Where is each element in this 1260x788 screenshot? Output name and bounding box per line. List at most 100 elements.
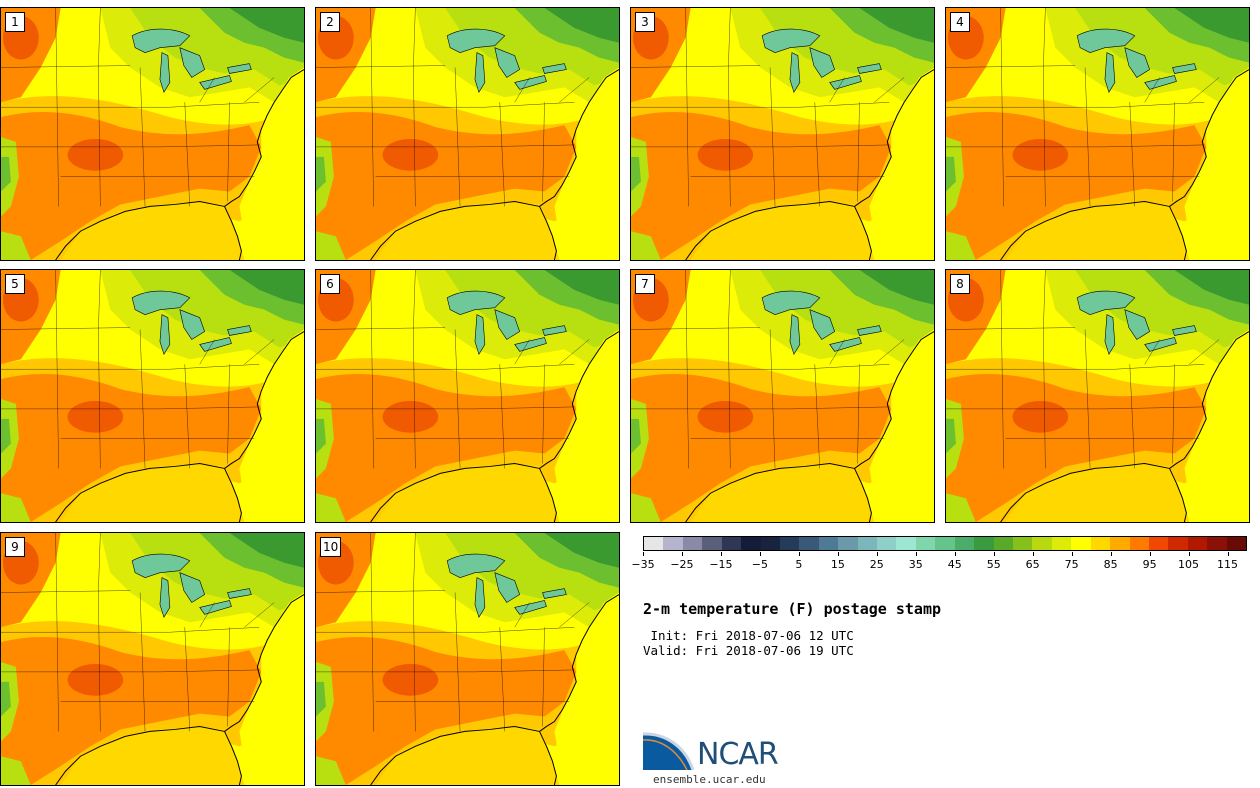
colorbar-segment bbox=[760, 537, 780, 550]
colorbar-tick-label: −15 bbox=[709, 558, 733, 571]
colorbar-tick-label: 105 bbox=[1178, 558, 1200, 571]
colorbar-tick bbox=[876, 552, 878, 556]
temperature-map bbox=[631, 270, 934, 522]
member-map-panel: 5 bbox=[0, 269, 305, 523]
colorbar-segment bbox=[682, 537, 703, 550]
colorbar-segment bbox=[1071, 537, 1091, 550]
colorbar-segment bbox=[857, 537, 878, 550]
member-label: 10 bbox=[320, 537, 342, 557]
member-label: 8 bbox=[950, 274, 970, 294]
colorbar-tick-label: −5 bbox=[751, 558, 768, 571]
colorbar-segment bbox=[1051, 537, 1072, 550]
temperature-map bbox=[946, 8, 1249, 260]
colorbar-tick-label: −25 bbox=[670, 558, 694, 571]
colorbar-segment bbox=[741, 537, 761, 550]
member-map-panel: 1 bbox=[0, 7, 305, 261]
temperature-map bbox=[316, 533, 619, 785]
colorbar-segment bbox=[721, 537, 742, 550]
colorbar-segment bbox=[779, 537, 800, 550]
colorbar-tick bbox=[681, 552, 683, 556]
colorbar-segment bbox=[1032, 537, 1052, 550]
colorbar-tick-label: 5 bbox=[795, 558, 803, 571]
colorbar-tick-label: 115 bbox=[1217, 558, 1239, 571]
colorbar-tick-label: 35 bbox=[908, 558, 923, 571]
temperature-map bbox=[631, 8, 934, 260]
colorbar-segment bbox=[1090, 537, 1111, 550]
colorbar-segment bbox=[935, 537, 955, 550]
colorbar-tick bbox=[1227, 552, 1229, 556]
colorbar-tick-label: −35 bbox=[631, 558, 655, 571]
temperature-map bbox=[1, 8, 304, 260]
colorbar-tick bbox=[720, 552, 722, 556]
member-map-panel: 4 bbox=[945, 7, 1250, 261]
colorbar-segment bbox=[954, 537, 975, 550]
member-map-panel: 10 bbox=[315, 532, 620, 786]
member-map-panel: 6 bbox=[315, 269, 620, 523]
colorbar-tick bbox=[1149, 552, 1151, 556]
colorbar-segment bbox=[974, 537, 994, 550]
colorbar-tick-label: 25 bbox=[869, 558, 884, 571]
member-label: 6 bbox=[320, 274, 340, 294]
colorbar-segment bbox=[663, 537, 683, 550]
ncar-logo-icon bbox=[643, 732, 695, 771]
colorbar-segment bbox=[1168, 537, 1188, 550]
colorbar-tick-label: 65 bbox=[1025, 558, 1040, 571]
site-url: ensemble.ucar.edu bbox=[653, 773, 766, 786]
colorbar-tick bbox=[1032, 552, 1034, 556]
colorbar-tick-label: 55 bbox=[986, 558, 1001, 571]
colorbar-tick-label: 45 bbox=[947, 558, 962, 571]
valid-time: Valid: Fri 2018-07-06 19 UTC bbox=[643, 643, 854, 658]
colorbar-tick bbox=[798, 552, 800, 556]
colorbar-tick-label: 95 bbox=[1142, 558, 1157, 571]
colorbar-segment bbox=[1226, 537, 1247, 550]
member-label: 9 bbox=[5, 537, 25, 557]
colorbar-segment bbox=[1013, 537, 1033, 550]
colorbar-tick bbox=[837, 552, 839, 556]
colorbar-tick-label: 15 bbox=[830, 558, 845, 571]
init-time: Init: Fri 2018-07-06 12 UTC bbox=[643, 628, 854, 643]
colorbar-segment bbox=[1187, 537, 1208, 550]
temperature-map bbox=[316, 8, 619, 260]
colorbar-tick bbox=[1071, 552, 1073, 556]
member-label: 5 bbox=[5, 274, 25, 294]
temperature-map bbox=[1, 270, 304, 522]
colorbar-segment bbox=[993, 537, 1014, 550]
member-map-panel: 9 bbox=[0, 532, 305, 786]
colorbar-tick bbox=[1110, 552, 1112, 556]
member-label: 4 bbox=[950, 12, 970, 32]
colorbar-segment bbox=[1110, 537, 1130, 550]
colorbar-segment bbox=[702, 537, 722, 550]
colorbar-ticks: −35 −25 −15 −5 5 15 25 35 45 55 65 75 85 95 105 115 bbox=[631, 552, 1247, 572]
colorbar-segment bbox=[915, 537, 936, 550]
colorbar-segment bbox=[1148, 537, 1169, 550]
member-label: 7 bbox=[635, 274, 655, 294]
temperature-map bbox=[1, 533, 304, 785]
temperature-map bbox=[946, 270, 1249, 522]
temperature-map bbox=[316, 270, 619, 522]
member-label: 1 bbox=[5, 12, 25, 32]
colorbar-tick-label: 75 bbox=[1064, 558, 1079, 571]
member-map-panel: 3 bbox=[630, 7, 935, 261]
colorbar-segment bbox=[1207, 537, 1227, 550]
colorbar-segment bbox=[1129, 537, 1149, 550]
member-map-panel: 8 bbox=[945, 269, 1250, 523]
colorbar-segment bbox=[838, 537, 858, 550]
colorbar-tick bbox=[954, 552, 956, 556]
colorbar-tick-label: 85 bbox=[1103, 558, 1118, 571]
ncar-logo-text: NCAR bbox=[697, 737, 779, 772]
colorbar-tick bbox=[993, 552, 995, 556]
member-label: 2 bbox=[320, 12, 340, 32]
member-map-panel: 7 bbox=[630, 269, 935, 523]
member-map-panel: 2 bbox=[315, 7, 620, 261]
colorbar-tick bbox=[1188, 552, 1190, 556]
colorbar-segment bbox=[877, 537, 897, 550]
colorbar-tick bbox=[915, 552, 917, 556]
colorbar-tick bbox=[643, 552, 644, 556]
figure-title: 2-m temperature (F) postage stamp bbox=[643, 600, 942, 618]
colorbar bbox=[643, 536, 1247, 551]
colorbar-segment bbox=[818, 537, 839, 550]
colorbar-segment bbox=[799, 537, 819, 550]
colorbar-segment bbox=[644, 537, 664, 550]
colorbar-tick bbox=[759, 552, 761, 556]
member-label: 3 bbox=[635, 12, 655, 32]
